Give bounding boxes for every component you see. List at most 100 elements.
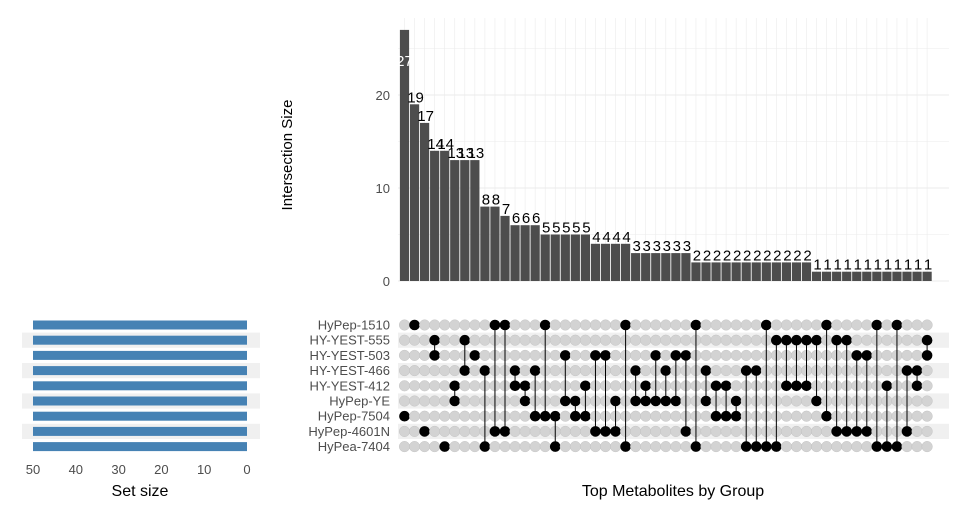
y-tick-label: 20 [376, 88, 390, 103]
intersection-label: 2 [793, 247, 801, 264]
intersection-label: 13 [447, 145, 464, 162]
matrix-dot-empty [700, 334, 712, 346]
y-axis-label: Intersection Size [279, 100, 296, 211]
matrix-dot-filled [791, 380, 802, 392]
intersection-bar [852, 271, 862, 281]
matrix-dot-empty [429, 365, 441, 377]
matrix-dot-empty [750, 334, 762, 346]
matrix-dot-empty [780, 319, 792, 331]
matrix-dot-empty [720, 425, 732, 437]
matrix-dot-empty [589, 334, 601, 346]
matrix-dot-empty [509, 349, 521, 361]
matrix-dot-empty [630, 410, 642, 422]
matrix-dot-empty [801, 410, 813, 422]
matrix-dot-empty [489, 441, 501, 453]
intersection-bar [420, 122, 430, 282]
matrix-dot-empty [610, 380, 622, 392]
matrix-dot-empty [660, 349, 672, 361]
matrix-dot-filled [549, 441, 561, 452]
matrix-dot-filled [630, 395, 641, 407]
matrix-dot-filled [600, 350, 611, 361]
set-size-tick-label: 30 [111, 462, 125, 477]
matrix-dot-filled [459, 334, 471, 346]
intersection-label: 27 [396, 53, 413, 70]
matrix-dot-empty [509, 425, 521, 437]
matrix-dot-empty [821, 425, 833, 437]
matrix-dot-filled [680, 350, 692, 361]
intersection-label: 1 [864, 257, 872, 274]
matrix-dot-empty [439, 410, 451, 422]
matrix-dot-empty [660, 319, 672, 331]
matrix-dot-filled [871, 441, 883, 452]
matrix-dot-empty [901, 319, 913, 331]
matrix-dot-filled [499, 426, 511, 437]
matrix-dot-empty [881, 349, 893, 361]
matrix-dot-empty [399, 380, 411, 392]
set-name-label: HY-YEST-503 [310, 348, 390, 363]
intersection-bar [440, 150, 450, 281]
matrix-dot-empty [851, 319, 863, 331]
intersection-bar [801, 262, 812, 281]
intersection-bar [450, 160, 460, 281]
intersection-label: 1 [904, 257, 912, 274]
intersection-bar [631, 253, 641, 281]
intersection-bar [701, 262, 711, 281]
matrix-dot-empty [790, 410, 802, 422]
matrix-dot-empty [911, 425, 923, 437]
matrix-dot-empty [419, 334, 431, 346]
matrix-dot-empty [529, 319, 541, 331]
matrix-dot-empty [660, 334, 672, 346]
matrix-dot-empty [750, 349, 762, 361]
matrix-dot-empty [519, 365, 531, 377]
matrix-dot-empty [469, 410, 481, 422]
matrix-dot-empty [861, 334, 873, 346]
matrix-dot-filled [730, 410, 742, 422]
matrix-dot-empty [579, 441, 591, 453]
matrix-dot-empty [409, 380, 421, 392]
matrix-dot-empty [780, 395, 792, 407]
intersection-bar [691, 262, 701, 281]
matrix-dot-empty [730, 441, 742, 453]
matrix-dot-empty [780, 410, 792, 422]
matrix-dot-empty [479, 349, 491, 361]
matrix-dot-empty [811, 319, 823, 331]
matrix-dot-empty [710, 334, 722, 346]
matrix-dot-empty [811, 441, 823, 453]
matrix-dot-empty [901, 334, 913, 346]
set-size-bar [33, 381, 247, 391]
matrix-dot-empty [921, 410, 933, 422]
matrix-dot-empty [710, 319, 722, 331]
matrix-dot-filled [781, 334, 792, 346]
intersection-label: 1 [844, 257, 852, 274]
matrix-dot-filled [851, 426, 863, 437]
matrix-dot-filled [570, 410, 581, 422]
matrix-dot-empty [921, 365, 933, 377]
matrix-dot-empty [519, 441, 531, 453]
matrix-dot-empty [650, 441, 662, 453]
matrix-dot-empty [851, 334, 863, 346]
intersection-label: 1 [854, 257, 862, 274]
matrix-dot-empty [399, 395, 411, 407]
matrix-dot-empty [429, 441, 441, 453]
matrix-dot-empty [881, 319, 893, 331]
intersection-label: 6 [522, 210, 530, 227]
matrix-dot-filled [439, 441, 451, 452]
matrix-dot-empty [509, 441, 521, 453]
matrix-dot-empty [640, 319, 652, 331]
matrix-dot-empty [579, 349, 591, 361]
matrix-dot-filled [449, 380, 461, 392]
matrix-dot-empty [700, 441, 712, 453]
matrix-dot-empty [911, 395, 923, 407]
matrix-dot-filled [720, 380, 732, 392]
matrix-dot-empty [399, 349, 411, 361]
matrix-dot-empty [459, 380, 471, 392]
set-name-label: HyPea-7404 [318, 439, 390, 454]
matrix-dot-filled [650, 395, 662, 407]
matrix-dot-empty [700, 410, 712, 422]
matrix-dot-empty [610, 365, 622, 377]
matrix-dot-filled [771, 441, 782, 452]
matrix-dot-filled [670, 350, 682, 361]
matrix-dot-empty [801, 319, 813, 331]
matrix-dot-empty [469, 334, 481, 346]
intersection-bar [731, 262, 741, 281]
